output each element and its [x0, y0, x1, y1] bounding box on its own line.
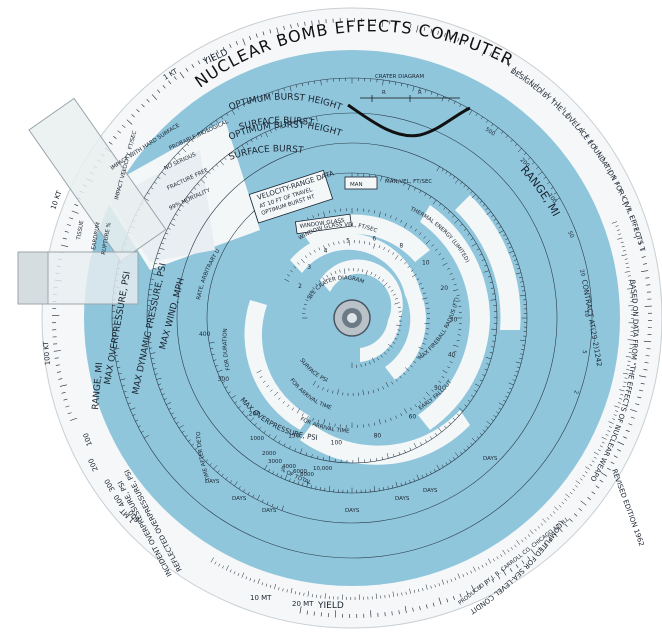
- center-rivet-shine: [347, 313, 357, 323]
- days-label: DAYS: [395, 496, 410, 502]
- revised-text: REVISED EDITION 1962: [610, 468, 645, 547]
- mt-20: 20 MT: [292, 600, 314, 608]
- scale-value: 10: [583, 310, 590, 318]
- days-label: DAYS: [345, 508, 360, 514]
- inner-number: 10: [422, 259, 430, 266]
- inner-number: 80: [374, 433, 382, 440]
- inner-number: 100: [331, 440, 343, 447]
- inner-number: 200: [249, 411, 261, 418]
- crater-r-label: R: [382, 90, 386, 96]
- time-value: 1000: [250, 436, 264, 442]
- inner-number: 150: [288, 432, 300, 439]
- mt-10: 10 MT: [250, 594, 272, 602]
- inner-number: 300: [218, 376, 230, 383]
- inner-number: 400: [199, 331, 211, 338]
- man-vel-label: MAN VEL, FT/SEC: [385, 179, 432, 185]
- time-value: 8000: [300, 472, 314, 478]
- days-label: DAYS: [483, 456, 498, 462]
- kt-10: 10 KT: [49, 189, 63, 211]
- inner-number: 4: [324, 248, 328, 255]
- days-label: DAYS: [205, 479, 220, 485]
- time-value: 2000: [262, 451, 276, 457]
- inner-number: 8: [399, 243, 403, 250]
- crater-rd-label: R: [418, 90, 422, 96]
- inner-number: 50: [434, 385, 442, 392]
- days-label: DAYS: [232, 496, 247, 502]
- inner-number: 60: [409, 414, 417, 421]
- time-value: 3000: [268, 459, 282, 465]
- inner-number: 2: [298, 283, 302, 290]
- inner-number: 40: [448, 351, 456, 358]
- inner-number: 5: [346, 238, 350, 245]
- days-label: DAYS: [423, 488, 438, 494]
- man-label: MAN: [350, 182, 363, 188]
- time-value: 10,000: [313, 466, 333, 472]
- inner-number: 3: [307, 264, 311, 271]
- crater-diagram-label: CRATER DIAGRAM: [375, 74, 424, 80]
- yield-label-bottom: YIELD: [317, 601, 344, 611]
- inner-number: 20: [440, 285, 448, 292]
- inner-number: 6: [372, 235, 376, 242]
- inner-number: 30: [450, 317, 458, 324]
- days-label: DAYS: [262, 508, 277, 514]
